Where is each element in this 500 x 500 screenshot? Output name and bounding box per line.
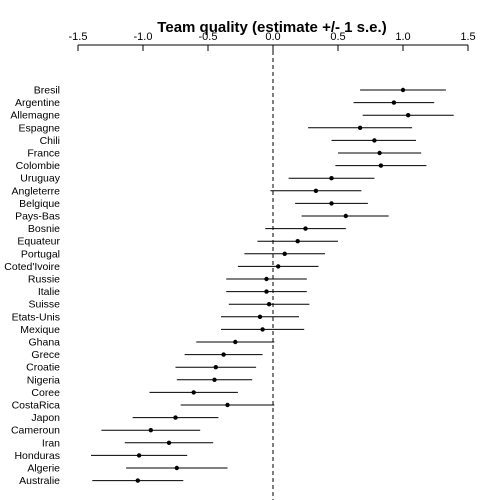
- x-tick-label: 0.5: [330, 31, 345, 43]
- x-tick-label: 1.5: [460, 31, 475, 43]
- x-tick-label: 1.0: [395, 31, 410, 43]
- point-angleterre: [313, 188, 319, 193]
- point-uruguay: [329, 176, 334, 181]
- point-coted-ivoire: [276, 264, 281, 269]
- errorbars-group: [91, 89, 454, 482]
- point-portugal: [282, 251, 287, 256]
- point-pays-bas: [343, 213, 348, 219]
- point-espagne: [357, 125, 363, 130]
- point-chili: [372, 138, 377, 143]
- team-label-equateur: Equateur: [17, 236, 60, 248]
- team-label-australie: Australie: [19, 475, 60, 487]
- team-label-coted-ivoire: Coted'Ivoire: [4, 261, 60, 273]
- point-honduras: [136, 453, 142, 458]
- team-label-colombie: Colombie: [16, 160, 61, 172]
- point-equateur: [295, 239, 300, 244]
- team-label-croatie: Croatie: [26, 362, 60, 374]
- point-suisse: [266, 302, 272, 307]
- point-russie: [264, 276, 269, 282]
- team-labels-group: BresilArgentineAllemagneEspagneChiliFran…: [4, 85, 60, 488]
- point-australie: [135, 478, 140, 483]
- team-label-honduras: Honduras: [14, 450, 60, 462]
- point-costarica: [225, 402, 230, 408]
- x-axis: -1.5 -1.0 -0.5 0.0 0.5 1.0 1.5: [69, 31, 476, 51]
- team-label-bresil: Bresil: [34, 85, 60, 97]
- point-ghana: [233, 339, 238, 345]
- team-label-etats-unis: Etats-Unis: [12, 311, 60, 323]
- team-label-espagne: Espagne: [19, 122, 61, 134]
- team-label-grece: Grece: [31, 349, 60, 361]
- team-label-pays-bas: Pays-Bas: [15, 211, 60, 223]
- point-cameroun: [148, 428, 153, 433]
- team-label-cameroun: Cameroun: [11, 425, 60, 437]
- team-label-algerie: Algerie: [27, 463, 60, 475]
- team-label-italie: Italie: [38, 286, 60, 298]
- point-croatie: [213, 365, 218, 370]
- point-coree: [191, 390, 196, 395]
- team-label-argentine: Argentine: [15, 97, 60, 109]
- team-label-allemagne: Allemagne: [10, 110, 60, 122]
- chart-title: Team quality (estimate +/- 1 s.e.): [157, 19, 386, 36]
- team-label-angleterre: Angleterre: [12, 185, 61, 197]
- team-label-iran: Iran: [42, 437, 60, 449]
- point-bresil: [400, 87, 406, 93]
- x-tick-label: -1.0: [134, 31, 153, 43]
- team-label-coree: Coree: [31, 387, 60, 399]
- team-label-bosnie: Bosnie: [28, 223, 60, 235]
- x-tick-label: 0.0: [265, 31, 280, 43]
- point-colombie: [378, 163, 384, 168]
- team-label-portugal: Portugal: [21, 248, 60, 260]
- point-mexique: [260, 327, 265, 332]
- point-nigeria: [212, 377, 217, 382]
- team-label-france: France: [27, 148, 60, 160]
- team-label-mexique: Mexique: [20, 324, 60, 336]
- point-etats-unis: [257, 314, 263, 319]
- team-label-nigeria: Nigeria: [27, 374, 60, 386]
- team-label-uruguay: Uruguay: [20, 173, 60, 185]
- point-algerie: [174, 465, 179, 471]
- team-label-chili: Chili: [40, 135, 60, 147]
- x-tick-label: -0.5: [199, 31, 218, 43]
- team-label-costarica: CostaRica: [12, 400, 61, 412]
- point-bosnie: [303, 226, 308, 231]
- team-label-japon: Japon: [31, 412, 60, 424]
- team-label-suisse: Suisse: [28, 299, 60, 311]
- point-grece: [221, 352, 226, 357]
- team-label-belgique: Belgique: [19, 198, 60, 210]
- point-argentine: [391, 100, 397, 105]
- team-label-ghana: Ghana: [28, 337, 60, 349]
- point-italie: [264, 289, 269, 294]
- point-france: [377, 150, 382, 156]
- team-label-russie: Russie: [28, 274, 60, 286]
- point-iran: [166, 440, 172, 445]
- point-japon: [173, 415, 178, 420]
- x-tick-label: -1.5: [69, 31, 88, 43]
- point-allemagne: [406, 113, 411, 118]
- point-belgique: [329, 201, 334, 206]
- points-group: [135, 87, 411, 483]
